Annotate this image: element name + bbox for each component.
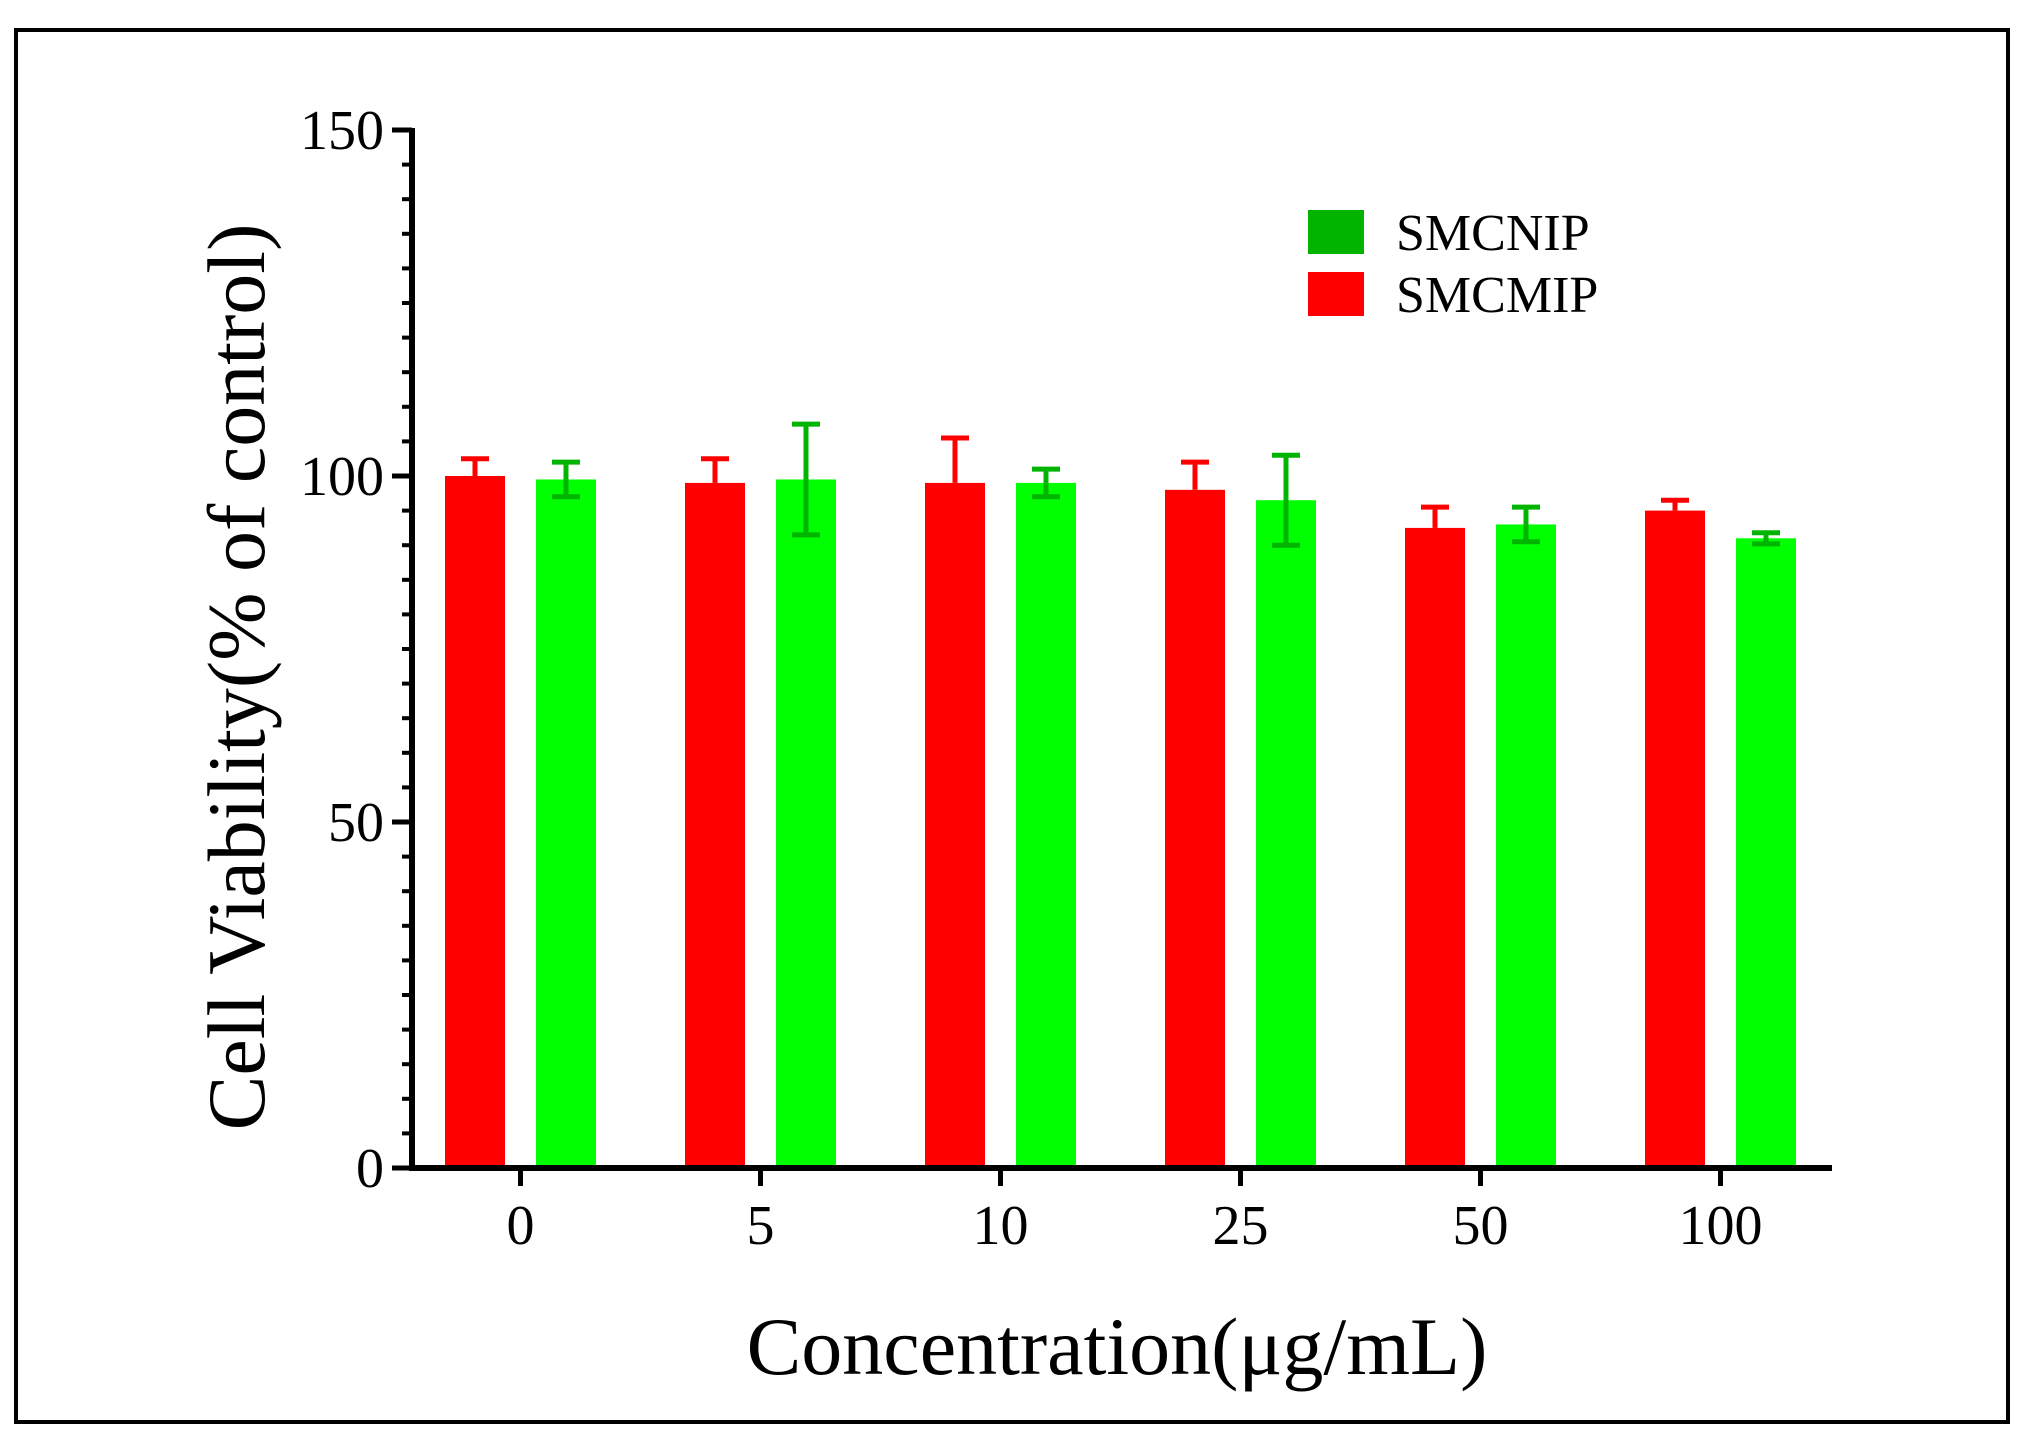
legend-label-smcmip: SMCMIP [1396,267,1598,324]
x-tick-label-25: 25 [1213,1195,1269,1257]
bar-smcmip-10 [925,482,985,1168]
error-bar-smcmip-100 [1661,497,1689,511]
error-bar-smcmip-10 [941,435,969,483]
legend-swatch-smcnip [1308,210,1364,254]
x-tick-label-50: 50 [1453,1195,1509,1257]
bar-smcnip-50 [1496,524,1556,1168]
x-tick-labels: 0 5 10 25 50 100 [507,1195,1763,1257]
error-bar-smcmip-25 [1181,459,1209,490]
figure-frame [14,28,2010,1424]
error-bar-smcnip-10 [1032,466,1060,500]
y-tick-label-100: 100 [300,446,384,508]
bar-smcnip-0 [536,479,596,1169]
error-bar-smcnip-100 [1752,530,1780,547]
x-tick-label-0: 0 [507,1195,535,1257]
y-axis-title: Cell Viability(% of control) [191,224,282,1131]
x-axis-title: Concentration(μg/mL) [747,1301,1488,1392]
y-tick-label-0: 0 [356,1138,384,1200]
error-bar-smcnip-0 [552,459,580,500]
error-bars-layer [461,421,1780,548]
error-bar-smcnip-5 [792,421,820,538]
bar-smcmip-25 [1165,489,1225,1169]
y-tick-labels: 0 50 100 150 [300,100,384,1200]
bars-layer [445,476,1796,1169]
legend-label-smcnip: SMCNIP [1396,205,1590,262]
x-tick-label-5: 5 [747,1195,775,1257]
axes-layer [392,127,1832,1186]
error-bar-smcmip-50 [1421,504,1449,528]
error-bar-smcnip-50 [1512,504,1540,545]
error-bar-smcnip-25 [1272,452,1300,548]
bar-smcnip-25 [1256,500,1316,1169]
bar-smcmip-100 [1645,510,1705,1169]
bar-smcnip-5 [776,479,836,1169]
error-bar-smcmip-5 [701,456,729,483]
bar-smcnip-100 [1736,538,1796,1168]
x-tick-label-10: 10 [973,1195,1029,1257]
bar-smcmip-5 [685,482,745,1168]
error-bar-smcmip-0 [461,456,489,476]
bar-smcmip-0 [445,476,505,1168]
bar-smcnip-10 [1016,482,1076,1168]
legend-swatch-smcmip [1308,272,1364,316]
y-tick-label-150: 150 [300,100,384,162]
x-tick-label-100: 100 [1679,1195,1763,1257]
bar-smcmip-50 [1405,527,1465,1168]
y-tick-label-50: 50 [328,792,384,854]
